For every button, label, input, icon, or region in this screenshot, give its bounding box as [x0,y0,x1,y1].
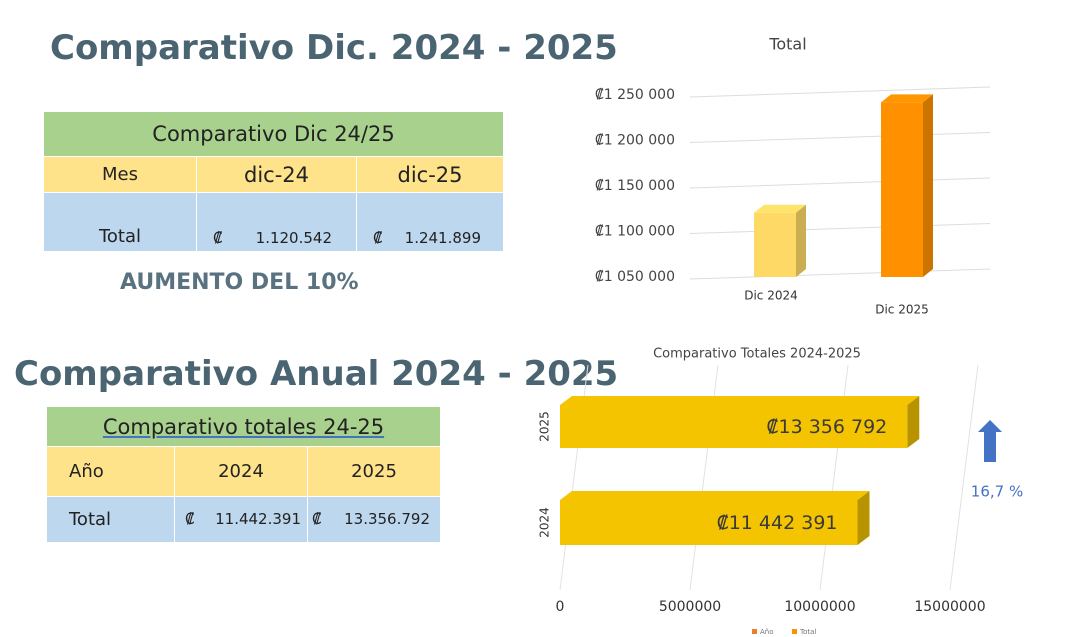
currency: ₡ [312,510,322,528]
value-cell: ₡ 1.241.899 [357,193,504,252]
chart-title: Comparativo Totales 2024-2025 [653,347,861,362]
bar-top [560,396,920,405]
header-cell: 2024 [175,447,308,497]
y-tick-label: ₡1 150 000 [595,178,675,194]
up-arrow [978,420,1002,462]
value-cell: ₡ 13.356.792 [308,497,441,543]
table-title: Comparativo Dic 24/25 [44,112,504,157]
row-label: Total [47,497,175,543]
currency: ₡ [213,229,223,247]
x-tick-label: Dic 2025 [875,303,929,317]
y-tick-label: ₡1 100 000 [595,224,675,240]
increase-note: AUMENTO DEL 10% [120,270,359,295]
chart-title: Total [768,35,806,54]
currency: ₡ [185,510,195,528]
header-cell: Año [47,447,175,497]
row-label: Total [44,193,197,252]
legend-label: Total [799,628,816,636]
bar-top [754,204,806,213]
value-label: ₡11 442 391 [717,512,838,534]
grid-line [689,268,991,280]
value-cell: ₡ 11.442.391 [175,497,308,543]
legend-swatch [792,629,797,634]
bar [560,405,908,448]
x-tick-label: 5000000 [659,599,721,615]
bar-side [796,204,806,277]
legend-swatch [752,629,757,634]
grid-line [689,132,991,143]
grid-line [689,223,991,234]
y-tick-label: ₡1 200 000 [595,133,675,149]
bar-top [881,94,933,103]
grid-line [689,86,991,98]
value-label: ₡13 356 792 [766,416,887,438]
bar-top [560,491,870,500]
x-tick-label: 10000000 [784,599,855,615]
table: Comparativo Dic 24/25 Mes dic-24 dic-25 … [44,112,504,252]
bar-side [923,94,933,277]
amount: 1.120.542 [255,229,332,247]
bar-side [907,396,920,448]
y-tick-label: ₡1 050 000 [595,269,675,285]
amount: 1.241.899 [404,229,481,247]
annotation: 16,7 % [971,483,1023,501]
header-cell: dic-25 [357,157,504,193]
x-tick-label: Dic 2024 [744,289,798,303]
grid-line [949,364,979,591]
y-tick-label: ₡1 250 000 [595,87,675,103]
bar [560,500,858,545]
bar [881,102,923,277]
table-title: Comparativo totales 24-25 [47,407,441,447]
x-tick-label: 15000000 [914,599,985,615]
header-cell: dic-24 [197,157,357,193]
heading: Comparativo Dic. 2024 - 2025 [50,28,618,68]
amount: 11.442.391 [215,510,301,528]
header-cell: Mes [44,157,197,193]
table: Comparativo totales 24-25 Año 2024 2025 … [47,407,441,543]
bar-side [857,491,870,545]
value-cell: ₡ 1.120.542 [197,193,357,252]
legend-label: Año [760,628,774,636]
bar [754,212,796,277]
currency: ₡ [373,229,383,247]
y-tick-label: 2025 [538,411,552,442]
header-cell: 2025 [308,447,441,497]
heading: Comparativo Anual 2024 - 2025 [14,354,619,394]
x-tick-label: 0 [556,599,565,615]
amount: 13.356.792 [344,510,430,528]
y-tick-label: 2024 [538,507,552,538]
grid-line [689,177,991,189]
